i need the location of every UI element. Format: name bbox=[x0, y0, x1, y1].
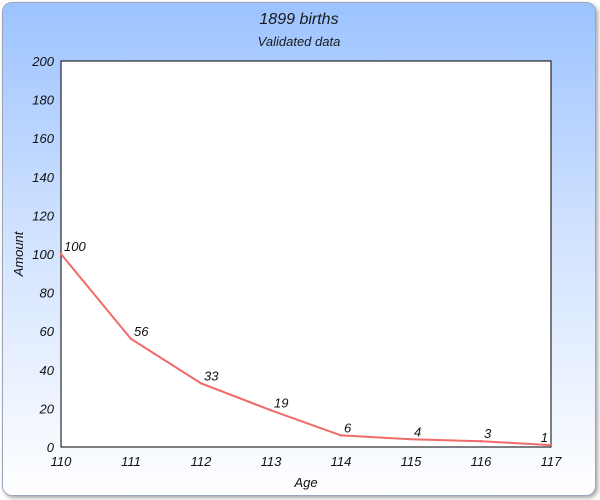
x-axis-title: Age bbox=[293, 475, 317, 490]
plot-area bbox=[60, 60, 552, 448]
data-point bbox=[59, 252, 63, 256]
y-tick-label: 80 bbox=[40, 286, 55, 301]
data-label: 4 bbox=[414, 424, 421, 439]
data-point bbox=[129, 337, 133, 341]
x-tick-label: 113 bbox=[261, 454, 282, 469]
data-label: 33 bbox=[204, 368, 219, 383]
data-label: 6 bbox=[344, 420, 352, 435]
series-line bbox=[60, 253, 552, 447]
x-tick-label: 114 bbox=[331, 454, 352, 469]
data-point bbox=[549, 443, 553, 447]
chart-card: 1899 births Validated data 0 20 40 60 80 100 1… bbox=[2, 2, 596, 496]
y-tick-label: 100 bbox=[32, 247, 54, 262]
data-labels: 100 56 33 19 6 4 3 1 bbox=[59, 239, 553, 447]
y-tick-label: 40 bbox=[40, 363, 55, 378]
y-tick-label: 200 bbox=[31, 54, 54, 69]
y-tick-label: 180 bbox=[32, 93, 54, 108]
data-point bbox=[339, 434, 343, 437]
data-label: 19 bbox=[274, 395, 288, 410]
y-tick-label: 60 bbox=[40, 324, 55, 339]
x-axis: 110 111 112 113 114 115 116 117 bbox=[51, 454, 562, 469]
y-tick-label: 120 bbox=[32, 208, 54, 223]
data-label: 1 bbox=[541, 430, 548, 445]
x-tick-label: 112 bbox=[191, 454, 212, 469]
y-tick-label: 160 bbox=[32, 131, 54, 146]
x-tick-label: 115 bbox=[401, 454, 422, 469]
data-label: 100 bbox=[64, 239, 86, 254]
y-axis-title: Amount bbox=[11, 230, 26, 277]
data-point bbox=[409, 438, 413, 441]
y-tick-label: 0 bbox=[47, 440, 55, 455]
data-point bbox=[269, 409, 273, 412]
chart-title: 1899 births bbox=[259, 11, 339, 28]
chart-subtitle: Validated data bbox=[257, 34, 341, 49]
data-label: 3 bbox=[484, 426, 492, 441]
y-tick-label: 20 bbox=[39, 401, 55, 416]
data-point bbox=[199, 382, 203, 385]
data-label: 56 bbox=[134, 324, 149, 339]
data-point bbox=[479, 440, 483, 443]
x-tick-label: 111 bbox=[121, 454, 141, 469]
x-tick-label: 117 bbox=[541, 454, 562, 469]
x-tick-label: 110 bbox=[51, 454, 72, 469]
y-tick-label: 140 bbox=[32, 170, 54, 185]
line-chart: 0 20 40 60 80 100 120 140 160 180 200 110 111 112 113… bbox=[11, 54, 562, 490]
y-axis: 0 20 40 60 80 100 120 140 160 180 200 bbox=[31, 54, 54, 455]
x-tick-label: 116 bbox=[471, 454, 492, 469]
